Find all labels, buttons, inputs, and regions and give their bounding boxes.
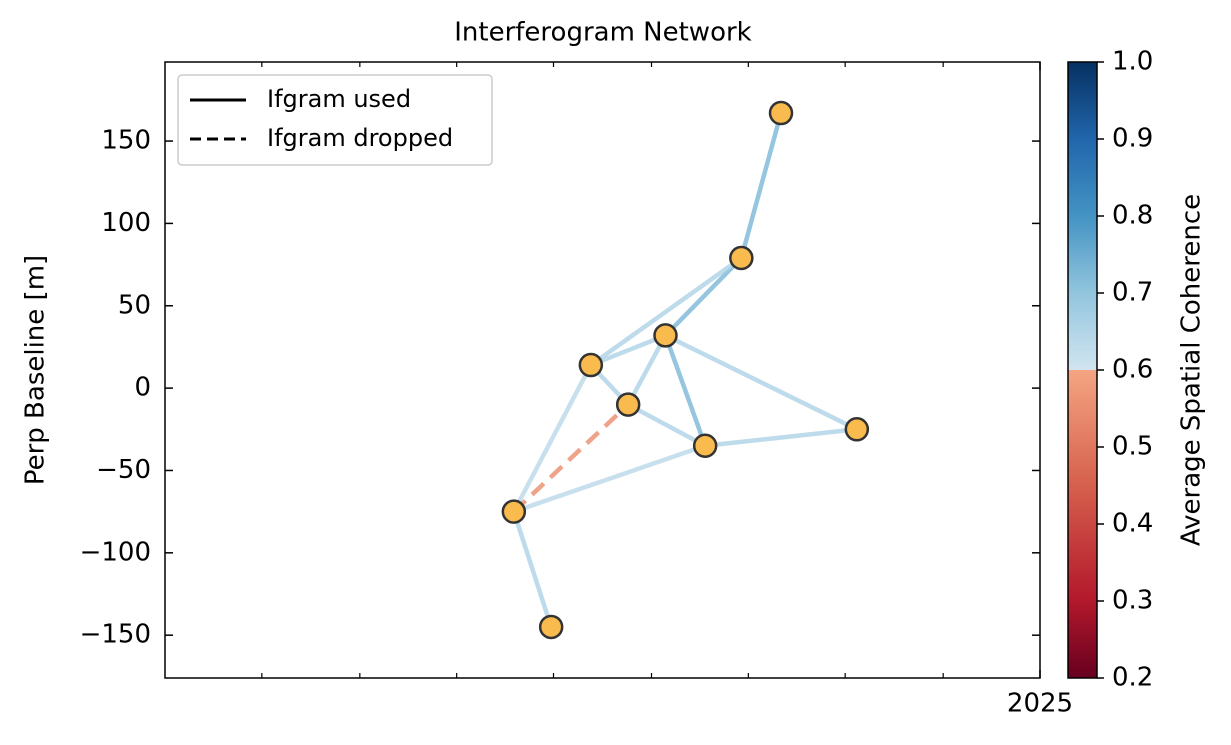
edge-used	[664, 333, 858, 432]
edge-used	[511, 510, 554, 628]
legend-label: Ifgram used	[267, 85, 411, 113]
y-tick-label: 150	[101, 126, 151, 156]
acquisition-node	[578, 352, 604, 378]
acquisition-node	[729, 245, 754, 271]
colorbar-tick-label: 0.8	[1112, 201, 1153, 231]
acquisition-node	[692, 433, 718, 459]
y-tick-label: −50	[96, 455, 151, 485]
acquisition-node	[538, 614, 564, 640]
edge-used	[704, 427, 858, 449]
y-tick-label: 0	[134, 373, 151, 403]
acquisition-node	[653, 323, 678, 348]
edge-used	[739, 112, 784, 259]
edge-used	[513, 443, 706, 514]
chart-title: Interferogram Network	[454, 18, 751, 48]
colorbar-tick-label: 1.0	[1112, 47, 1153, 77]
colorbar-tick-label: 0.5	[1112, 432, 1153, 462]
acquisition-node	[844, 417, 870, 442]
legend-box	[177, 74, 493, 166]
edge-dropped	[512, 402, 630, 514]
acquisition-node	[501, 499, 527, 524]
colorbar	[1067, 61, 1098, 679]
edge-used	[663, 334, 708, 447]
edge-used	[627, 402, 707, 448]
colorbar-tick-label: 0.3	[1112, 586, 1153, 616]
edge-used	[590, 333, 667, 368]
colorbar-tick-label: 0.7	[1112, 278, 1153, 308]
edge-used	[589, 256, 743, 367]
y-tick-label: −150	[80, 620, 151, 650]
colorbar-tick-label: 0.4	[1112, 509, 1153, 539]
edge-used	[626, 334, 668, 406]
legend-label: Ifgram dropped	[267, 124, 453, 152]
y-axis-label: Perp Baseline [m]	[21, 255, 51, 485]
colorbar-tick-label: 0.6	[1112, 355, 1153, 385]
colorbar-tick-label: 0.9	[1112, 124, 1153, 154]
acquisition-node	[615, 392, 641, 417]
y-tick-label: 50	[118, 290, 151, 320]
acquisition-node	[768, 100, 794, 126]
edge-used	[511, 364, 593, 513]
colorbar-tick-label: 0.2	[1112, 663, 1153, 693]
y-tick-label: 100	[101, 208, 151, 238]
plot-frame	[164, 61, 1041, 679]
x-tick-label: 2025	[1007, 689, 1073, 719]
y-tick-label: −100	[80, 537, 151, 567]
colorbar-label: Average Spatial Coherence	[1177, 194, 1207, 546]
edge-used	[663, 256, 743, 337]
